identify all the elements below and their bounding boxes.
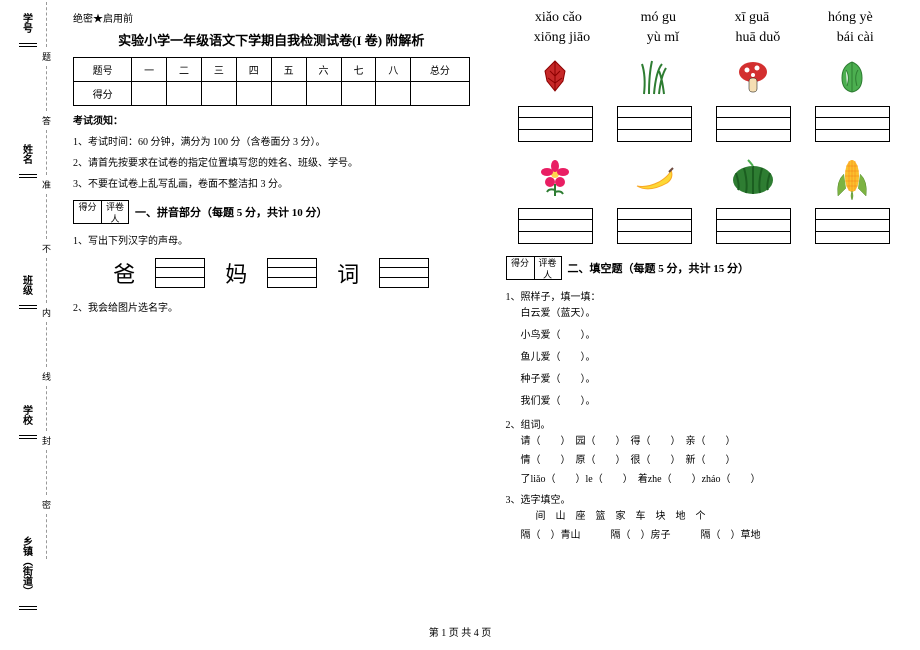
image-row-1 xyxy=(506,52,903,100)
q2-3: 3、选字填空。 xyxy=(506,491,903,506)
image-row-2 xyxy=(506,154,903,202)
right-column: xiǎo cǎo mó gu xī guā hóng yè xiōng jiāo… xyxy=(488,0,920,620)
char-row: 爸 妈 词 xyxy=(73,257,470,289)
bind-label: 姓名 xyxy=(19,144,34,164)
grid-row-2 xyxy=(506,208,903,244)
pinyin-row-2: xiōng jiāo yù mǐ huā duǒ bái cài xyxy=(506,30,903,46)
q1-2: 2、我会给图片选名字。 xyxy=(73,299,470,314)
leaf-icon xyxy=(525,52,585,100)
page-footer: 第 1 页 共 4 页 xyxy=(0,620,920,643)
left-column: 绝密★启用前 实验小学一年级语文下学期自我检测试卷(I 卷) 附解析 题号 一 … xyxy=(55,0,488,620)
corn-icon xyxy=(822,154,882,202)
score-table: 题号 一 二 三 四 五 六 七 八 总分 得分 xyxy=(73,57,470,106)
section-1-header: 得分评卷人 一、拼音部分（每题 5 分，共计 10 分） xyxy=(73,200,470,224)
bind-label: 乡镇（街道） xyxy=(19,536,34,596)
page-container: 学号 姓名 班级 学校 乡镇（街道） 题 答 准 不 内 线 封 密 绝密★启用… xyxy=(0,0,920,620)
bind-label: 学校 xyxy=(19,405,34,425)
flower-icon xyxy=(525,154,585,202)
exam-title: 实验小学一年级语文下学期自我检测试卷(I 卷) 附解析 xyxy=(73,30,470,49)
mushroom-icon xyxy=(723,52,783,100)
seal-column: 题 答 准 不 内 线 封 密 xyxy=(40,0,53,620)
secret-label: 绝密★启用前 xyxy=(73,10,470,25)
q2-2: 2、组词。 xyxy=(506,416,903,431)
grid-row-1 xyxy=(506,106,903,142)
banana-icon xyxy=(624,154,684,202)
cabbage-icon xyxy=(822,52,882,100)
bind-label: 班级 xyxy=(19,275,34,295)
q2-1: 1、照样子，填一填： xyxy=(506,288,903,303)
bind-label: 学号 xyxy=(19,13,34,33)
exam-notes: 考试须知： 1、考试时间：60 分钟，满分为 100 分（含卷面分 3 分）。 … xyxy=(73,114,470,192)
pinyin-row-1: xiǎo cǎo mó gu xī guā hóng yè xyxy=(506,10,903,26)
watermelon-icon xyxy=(723,154,783,202)
q1-1: 1、写出下列汉字的声母。 xyxy=(73,232,470,247)
section-2-header: 得分评卷人 二、填空题（每题 5 分，共计 15 分） xyxy=(506,256,903,280)
binding-margin: 学号 姓名 班级 学校 乡镇（街道） 题 答 准 不 内 线 封 密 xyxy=(0,0,55,620)
grass-icon xyxy=(624,52,684,100)
